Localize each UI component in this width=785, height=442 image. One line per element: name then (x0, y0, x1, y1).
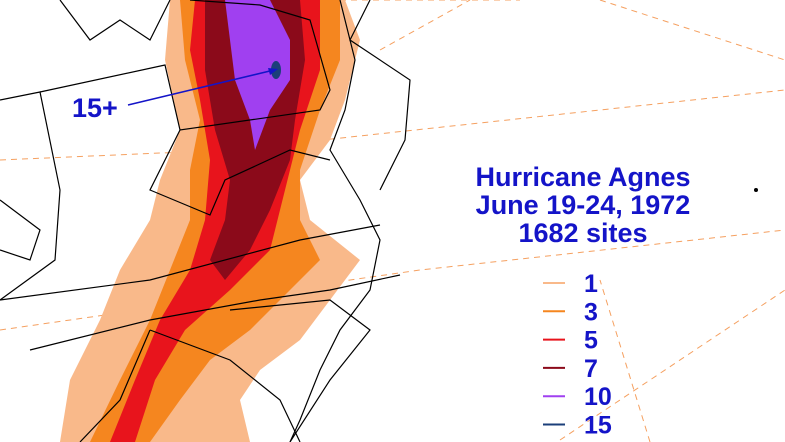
title-line: Hurricane Agnes (475, 162, 690, 192)
legend-label: 5 (584, 327, 598, 355)
title-line: 1682 sites (518, 218, 647, 248)
legend-label: 10 (584, 383, 612, 411)
legend-label: 7 (584, 355, 598, 383)
island (754, 188, 758, 192)
title-line: June 19-24, 1972 (476, 190, 691, 220)
legend-label: 1 (584, 270, 598, 298)
legend-label: 15 (584, 412, 612, 440)
rain-10 (225, 0, 290, 150)
annotation-arrow (127, 69, 275, 106)
legend-label: 3 (584, 298, 598, 326)
arrow-head (268, 68, 278, 75)
borders (0, 0, 411, 442)
annotation: 15+ (72, 93, 118, 123)
rainfall (60, 0, 360, 442)
